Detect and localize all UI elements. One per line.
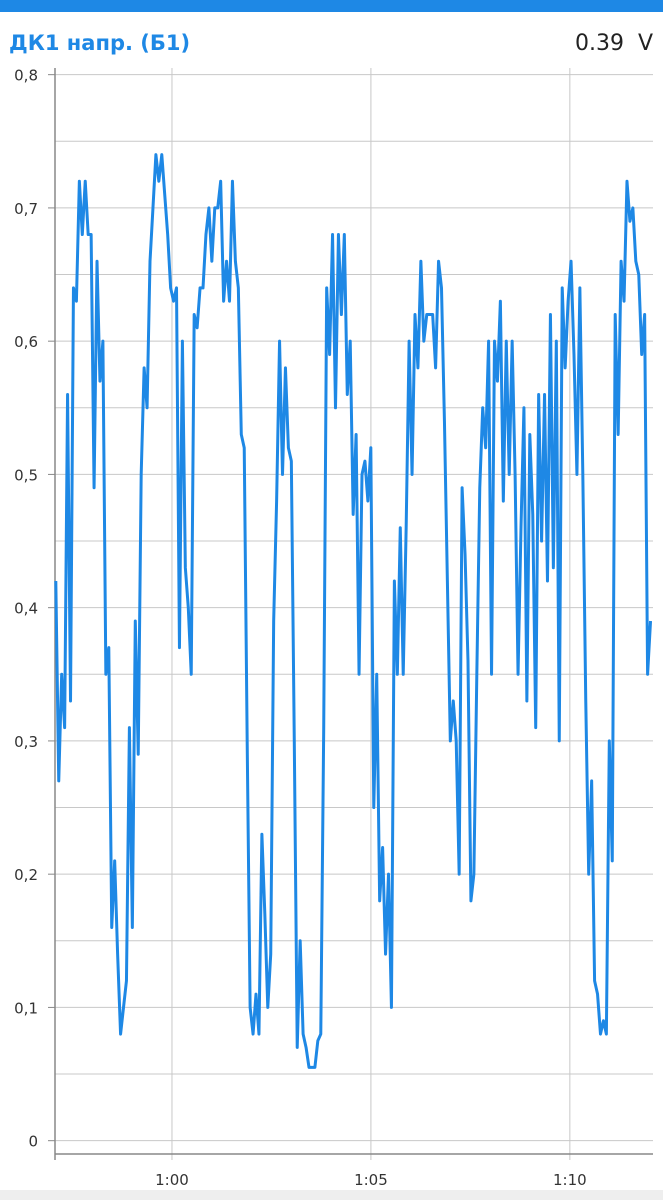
- y-tick-label: 0,2: [14, 866, 38, 884]
- bottom-strip: [0, 1190, 663, 1200]
- current-value: 0.39 V: [575, 31, 653, 56]
- y-tick-label: 0,5: [14, 466, 38, 484]
- y-tick-label: 0,8: [14, 67, 38, 85]
- y-tick-label: 0: [28, 1133, 38, 1151]
- x-tick-label: 1:05: [354, 1171, 388, 1189]
- x-tick-label: 1:00: [155, 1171, 189, 1189]
- y-tick-label: 0,7: [14, 200, 38, 218]
- top-bar: [0, 0, 663, 12]
- y-tick-label: 0,6: [14, 333, 38, 351]
- y-tick-label: 0,4: [14, 600, 38, 618]
- x-tick-label: 1:10: [553, 1171, 587, 1189]
- data-line: [54, 153, 653, 1069]
- y-tick-label: 0,1: [14, 999, 38, 1017]
- chart-title: ДК1 напр. (Б1): [9, 31, 190, 55]
- y-tick-label: 0,3: [14, 733, 38, 751]
